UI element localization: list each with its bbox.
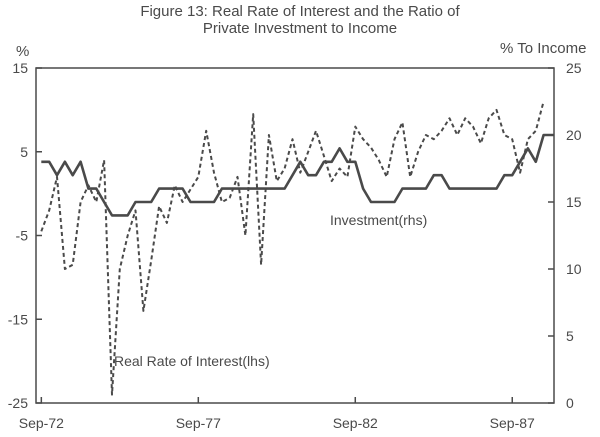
real-rate-of-interest-line [40, 101, 545, 396]
x-tick-label: Sep-82 [333, 415, 378, 431]
chart-title-line-2: Private Investment to Income [202, 20, 398, 37]
x-tick-label: Sep-72 [19, 415, 64, 431]
x-tick-label: Sep-87 [490, 415, 535, 431]
right-tick-label: 0 [566, 395, 574, 411]
left-axis-unit: % [16, 43, 30, 60]
x-tick-label: Sep-77 [176, 415, 221, 431]
right-tick-label: 25 [566, 60, 582, 76]
right-tick-label: 10 [566, 261, 582, 277]
left-tick-label: -15 [8, 311, 28, 327]
investment-label: Investment(rhs) [330, 212, 427, 228]
right-tick-label: 15 [566, 194, 582, 210]
left-tick-label: -25 [8, 395, 28, 411]
chart-title-line-1: Figure 13: Real Rate of Interest and the… [140, 3, 460, 20]
investment-line [41, 133, 554, 217]
right-tick-label: 5 [566, 328, 574, 344]
real-rate-label: Real Rate of Interest(lhs) [114, 353, 270, 369]
left-tick-label: 5 [20, 144, 28, 160]
right-tick-label: 20 [566, 127, 582, 143]
left-tick-label: 15 [12, 60, 28, 76]
right-axis-unit: % To Income [500, 40, 587, 57]
left-tick-label: -5 [16, 228, 29, 244]
